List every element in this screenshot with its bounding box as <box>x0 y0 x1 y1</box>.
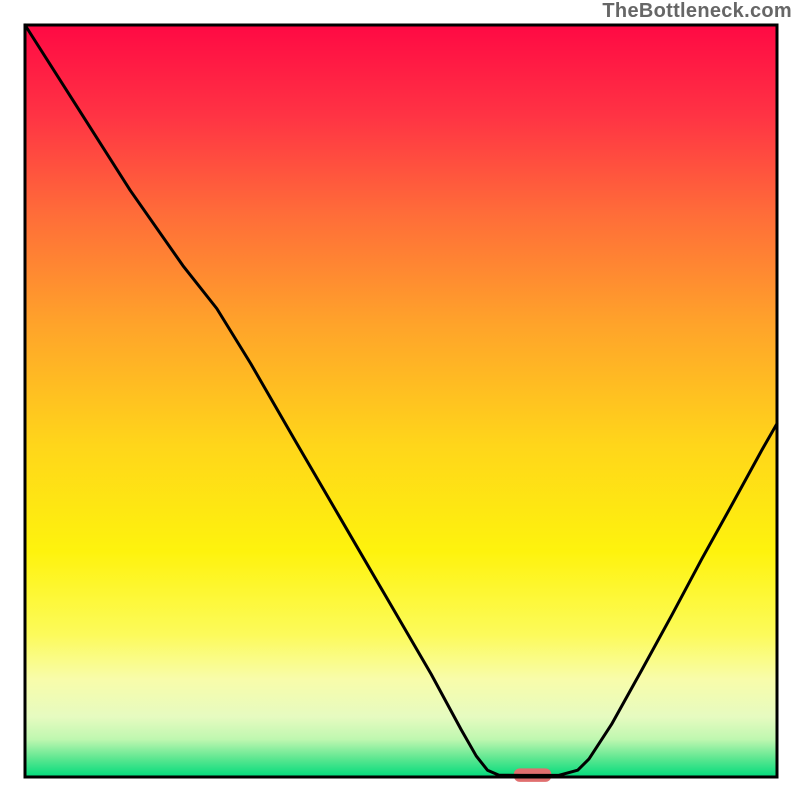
plot-background <box>25 25 777 777</box>
chart-wrapper: TheBottleneck.com <box>0 0 800 800</box>
attribution-label: TheBottleneck.com <box>602 0 792 23</box>
chart-svg <box>0 0 800 800</box>
